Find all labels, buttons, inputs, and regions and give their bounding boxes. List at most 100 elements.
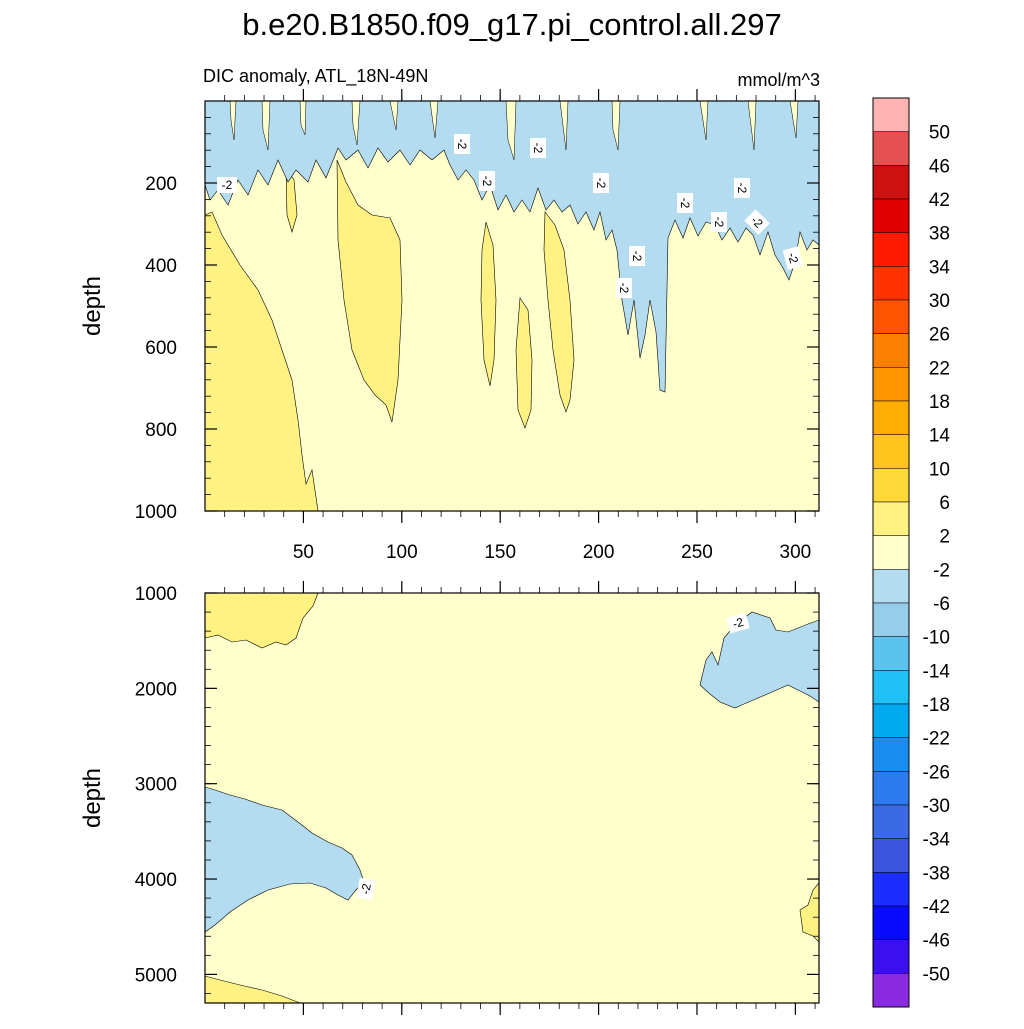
contour-label-bg xyxy=(744,209,770,235)
contour-label: -2 xyxy=(593,173,609,193)
colorbar-box xyxy=(872,838,910,873)
contour-label: -2 xyxy=(782,246,804,270)
contour-label-text: -2 xyxy=(617,283,631,294)
colorbar-label: 38 xyxy=(929,224,950,245)
x-tick-label: 150 xyxy=(484,542,516,563)
colorbar-box xyxy=(872,973,910,1008)
contour-label-bg xyxy=(593,173,609,193)
colorbar-label: -50 xyxy=(923,964,950,985)
contour-label: -2 xyxy=(454,134,470,154)
colorbar-box xyxy=(872,872,910,907)
contour-label-text: -2 xyxy=(731,615,745,631)
x-tick-label: 200 xyxy=(583,542,615,563)
contour-label: -2 xyxy=(356,877,376,901)
upper-positive-region-3 xyxy=(285,166,298,234)
colorbar-label: -2 xyxy=(933,560,950,581)
contour-label-text: -2 xyxy=(712,217,726,228)
colorbar-label: -42 xyxy=(923,897,950,918)
upper-positive-region-5 xyxy=(515,297,533,429)
upper-positive-region-2 xyxy=(336,159,403,423)
colorbar-box xyxy=(872,636,910,671)
contour-label: -2 xyxy=(734,178,750,198)
colorbar-box xyxy=(872,198,910,233)
contour-label-text: -2 xyxy=(594,178,608,189)
colorbar-label: -14 xyxy=(923,661,951,682)
y-tick-label: 200 xyxy=(145,174,177,195)
colorbar-label: 50 xyxy=(929,123,950,144)
y-tick-label: 1000 xyxy=(135,584,177,605)
colorbar-box xyxy=(872,501,910,536)
colorbar-label: 34 xyxy=(929,257,951,278)
lower-positive-region-1 xyxy=(204,592,319,649)
colorbar-label: -6 xyxy=(933,594,950,615)
chart-title: b.e20.B1850.f09_g17.pi_control.all.297 xyxy=(242,7,782,42)
contour-label-bg xyxy=(616,278,632,298)
colorbar-label: 14 xyxy=(929,426,951,447)
x-tick-label: 100 xyxy=(386,542,418,563)
x-tick-label: 300 xyxy=(780,542,812,563)
colorbar-box xyxy=(872,939,910,974)
upper-ylabel: depth xyxy=(79,276,106,336)
lower-panel: -2 -2 1000 2000 3000 4000 5000 depth xyxy=(79,581,820,1015)
upper-negative-region xyxy=(204,100,820,393)
colorbar-box xyxy=(872,804,910,839)
contour-label: -2 xyxy=(479,171,495,191)
colorbar-box xyxy=(872,97,910,132)
colorbar-label: 2 xyxy=(939,527,950,548)
contour-label-text: -2 xyxy=(480,176,494,187)
colorbar-label: 46 xyxy=(929,156,950,177)
lower-panel-background xyxy=(205,593,819,1003)
colorbar-box xyxy=(872,131,910,166)
y-tick-label: 400 xyxy=(145,256,177,277)
contour-label-bg xyxy=(734,178,750,198)
lower-x-axis xyxy=(224,581,816,1015)
colorbar-label: 42 xyxy=(929,190,950,211)
contour-label-bg xyxy=(677,193,693,213)
colorbar-box xyxy=(872,771,910,806)
colorbar-box xyxy=(872,299,910,334)
contour-label-bg xyxy=(629,246,645,266)
y-tick-label: 5000 xyxy=(135,965,177,986)
contour-label-bg xyxy=(454,134,470,154)
colorbar-box xyxy=(872,737,910,772)
colorbar-box xyxy=(872,569,910,604)
colorbar-label: 30 xyxy=(929,291,950,312)
colorbar-box xyxy=(872,333,910,368)
colorbar-label: -26 xyxy=(923,762,950,783)
colorbar-label: -34 xyxy=(923,830,951,851)
contour-label-text: -2 xyxy=(678,198,692,209)
colorbar-box xyxy=(872,703,910,738)
upper-positive-region-4 xyxy=(480,221,497,387)
contour-label-bg xyxy=(711,212,727,232)
colorbar-label: 26 xyxy=(929,325,950,346)
chart-subtitle: DIC anomaly, ATL_18N-49N xyxy=(203,66,428,87)
y-tick-label: 3000 xyxy=(135,775,177,796)
colorbar-box xyxy=(872,905,910,940)
contour-label: -2 xyxy=(726,612,750,634)
colorbar-box xyxy=(872,367,910,402)
colorbar-box xyxy=(872,165,910,200)
colorbar-box xyxy=(872,232,910,267)
contour-label: -2 xyxy=(677,193,693,213)
colorbar-box xyxy=(872,535,910,570)
colorbar-label: 18 xyxy=(929,392,950,413)
y-tick-label: 4000 xyxy=(135,870,177,891)
contour-label-bg xyxy=(356,877,376,901)
colorbar-label: 22 xyxy=(929,358,950,379)
contour-label-text: -2 xyxy=(630,251,644,262)
colorbar-label: -38 xyxy=(923,863,950,884)
contour-label: -2 xyxy=(711,212,727,232)
colorbar-box xyxy=(872,400,910,435)
contour-label: -2 xyxy=(530,138,546,158)
contour-label: -2 xyxy=(629,246,645,266)
contour-label-bg xyxy=(726,612,750,634)
contour-label-bg xyxy=(217,177,237,193)
upper-panel-frame xyxy=(204,100,820,512)
colorbar-label: -46 xyxy=(923,931,950,952)
lower-contour-labels: -2 -2 xyxy=(356,612,750,901)
contour-label-text: -2 xyxy=(785,251,801,265)
contour-label-text: -2 xyxy=(222,178,233,192)
lower-y-axis: 1000 2000 3000 4000 5000 xyxy=(135,584,819,994)
y-tick-label: 1000 xyxy=(135,502,177,523)
